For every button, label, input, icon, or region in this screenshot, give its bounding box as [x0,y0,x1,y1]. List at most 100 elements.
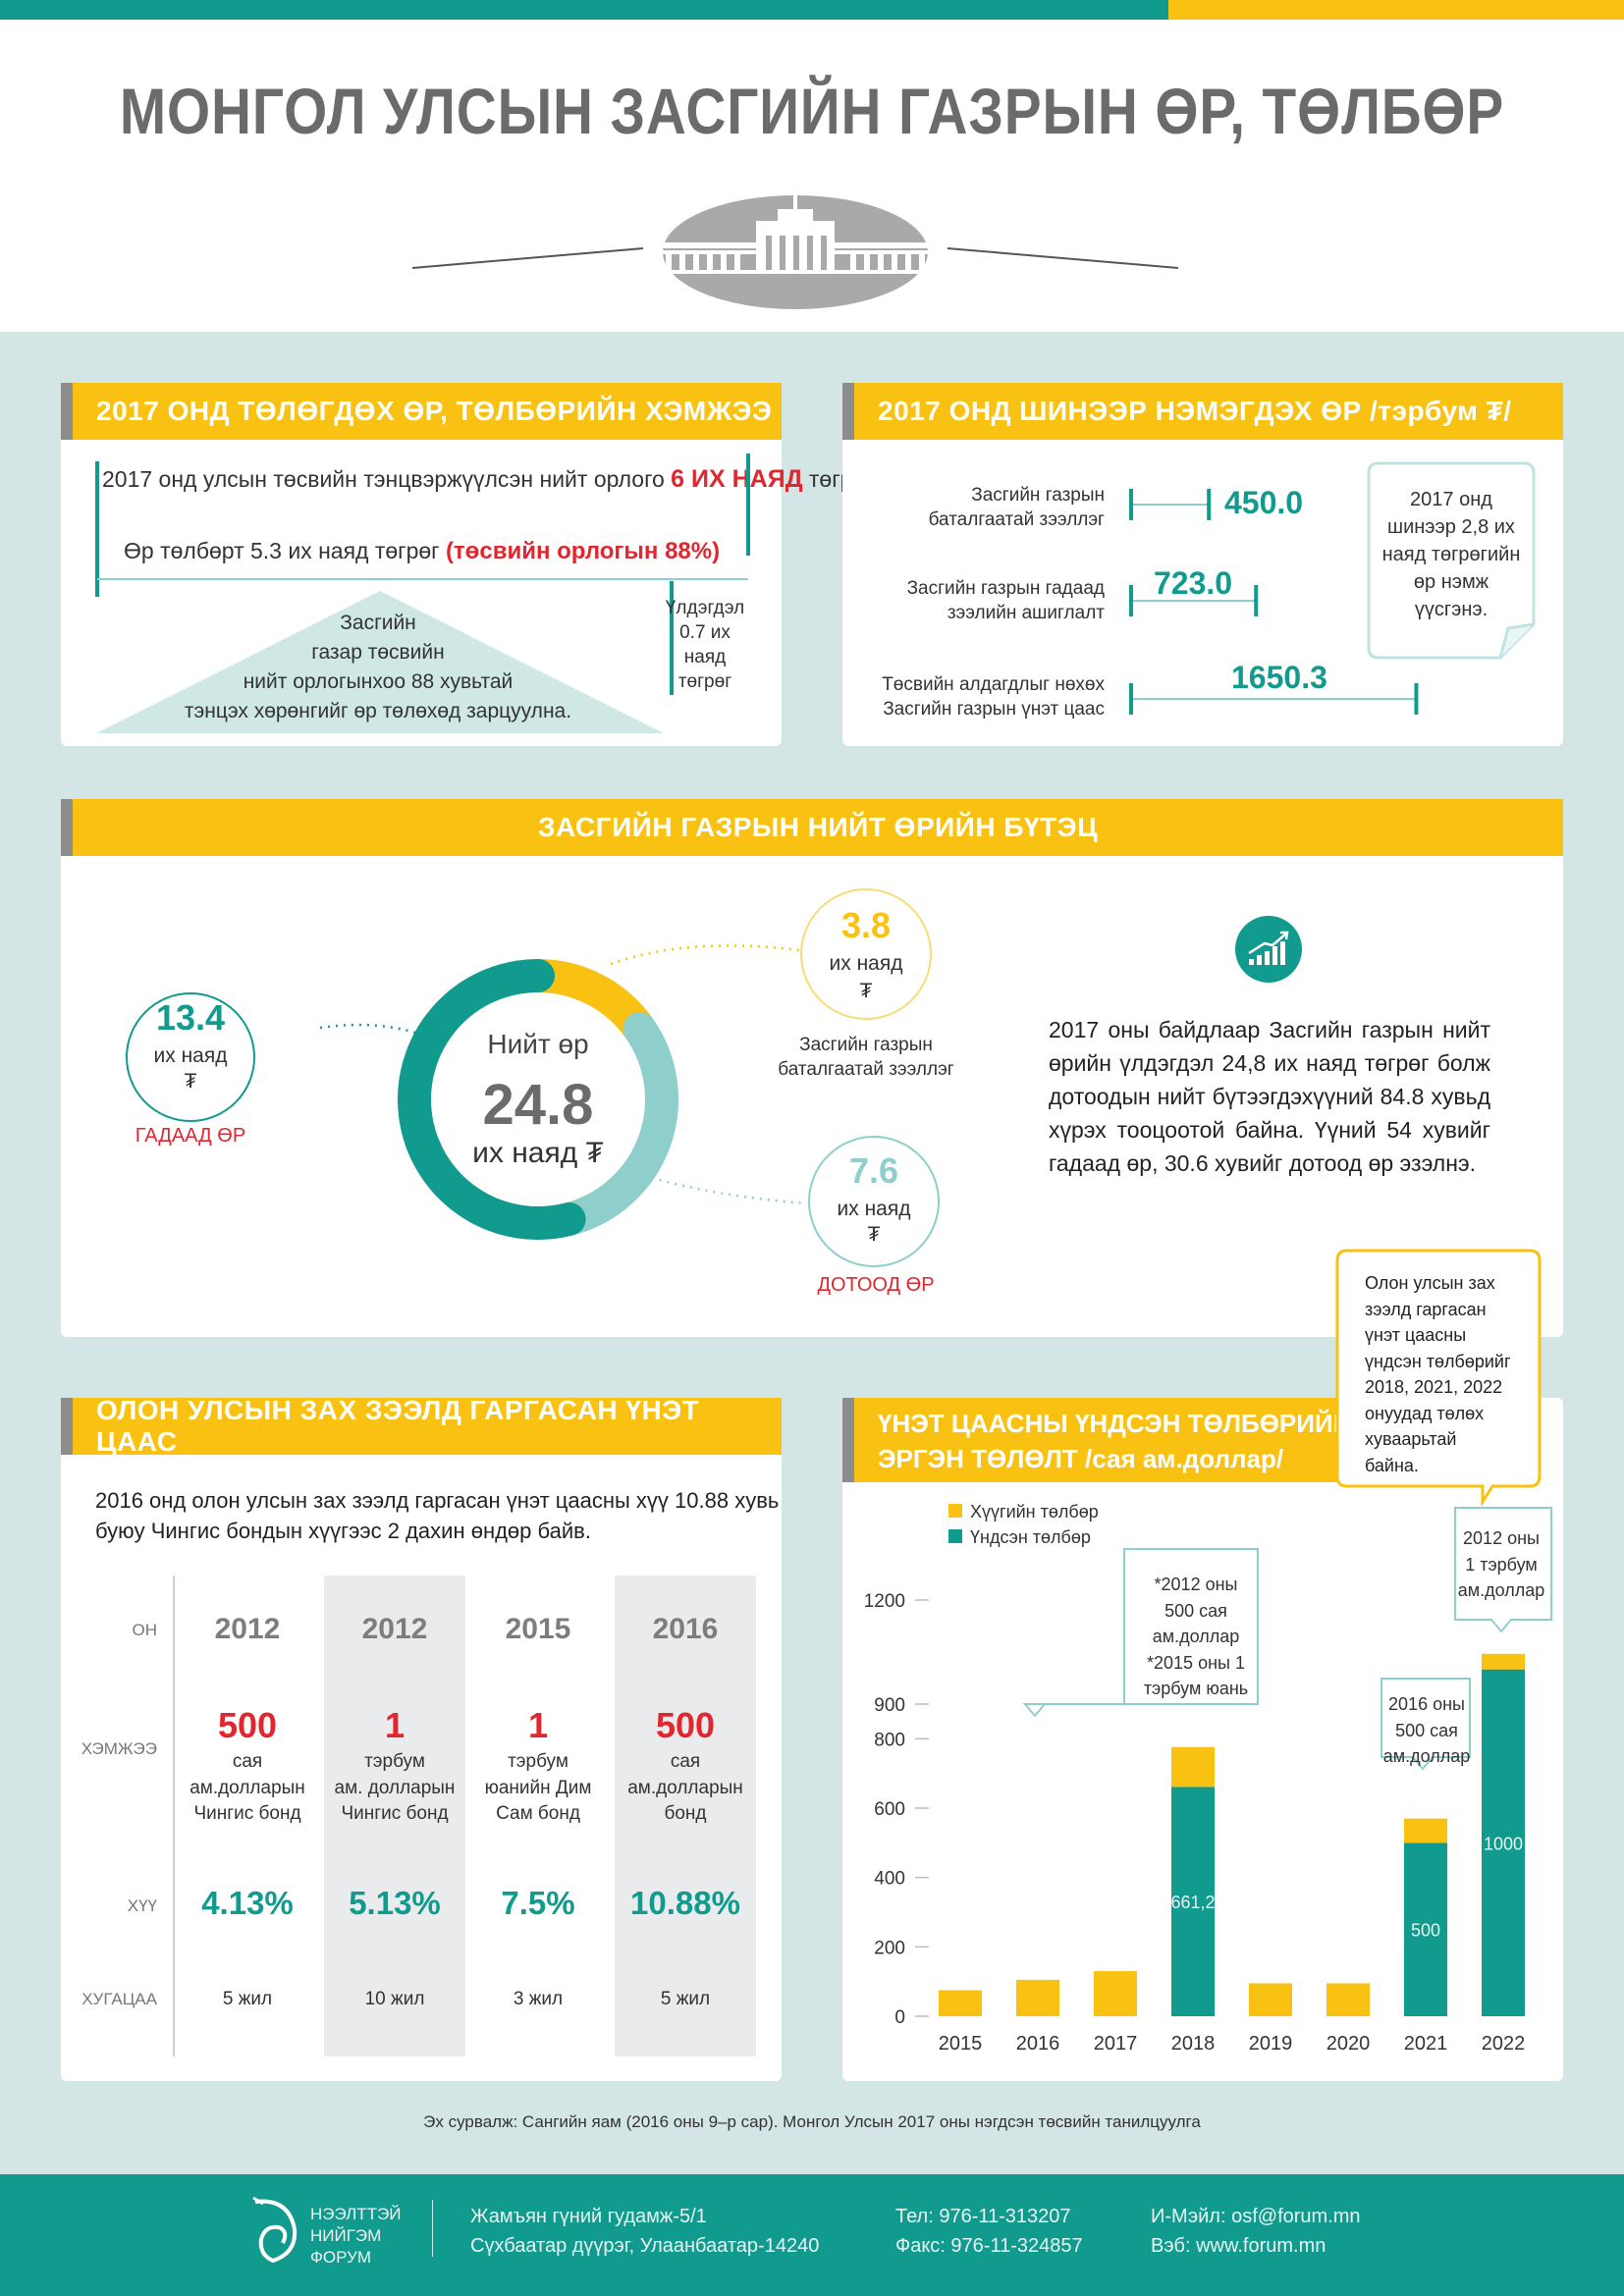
domestic-debt-label: ДОТООД ӨР [817,1274,935,1296]
bar-2016: 2016 [1016,1979,1060,2055]
domestic-debt-value: 7.6 [848,1150,899,1191]
donut-segment-domestic [552,1012,678,1236]
external-debt-value: 13.4 [155,997,226,1038]
bond-rate: 7.5% [501,1885,575,1921]
bar-interest [1016,1979,1059,2016]
footer: НЭЭЛТТЭЙ НИЙГЭМ ФОРУМ Жамъян гүний гудамж-… [0,2174,1624,2296]
footer-address: Жамъян гүний гудамж-5/1 Сүхбаатар дүүрэг,… [470,2206,820,2257]
row-label-amount: ХЭМЖЭЭ [81,1739,157,1758]
bar-2017: 2017 [1094,1971,1138,2055]
x-tick-label: 2020 [1326,2033,1371,2055]
legend-swatch [948,1504,962,1518]
row-label-term: ХУГАЦАА [81,1990,157,2008]
bond-amount: 500 [217,1705,278,1745]
government-building-icon [412,195,1178,309]
bar-principal [1404,1842,1447,2016]
bond-term: 5 жил [660,1989,711,2009]
y-tick-label: 1200 [864,1591,905,1612]
legend-label: Хүүгийн төлбөр [970,1502,1099,1522]
bar-callout [1454,1507,1552,1633]
donut-center-label: Нийт өр [487,1029,589,1059]
guaranteed-debt-currency: ₮ [859,980,873,1002]
x-tick-label: 2019 [1249,2033,1293,2055]
x-tick-label: 2016 [1016,2033,1060,2055]
callout-2018: *2012 оны 500 сая ам.доллар *2015 оны 1 тэрб… [1143,1575,1249,1698]
bond-term: 5 жил [222,1989,273,2009]
bar-value-label: 661,2 [1170,1893,1215,1912]
bond-description: сая ам.долларын Чингис бонд [189,1751,305,1824]
y-tick-label: 0 [894,2007,905,2028]
bar-interest [1094,1971,1137,2016]
y-tick: 200 [874,1938,929,1958]
repayment-bar-chart: 0 200 400 600 800 900 1200 Хүүгийн төлбөр Үндсэн… [864,1502,1552,2055]
bond-year: 2012 [214,1613,281,1645]
bar-value-label: 500 [1411,1921,1440,1941]
new-debt-bar [1129,585,1259,616]
bar-interest [1171,1746,1215,1788]
bar-2018: 2018 661,2 [1170,1746,1216,2055]
table-column-shade [324,1575,465,2056]
new-debt-bars [1129,489,1419,715]
bar-value-label: 1000 [1484,1834,1523,1853]
new-debt-value-external: 723.0 [1154,565,1233,601]
bond-description: сая ам.долларын бонд [627,1751,743,1824]
top-strip-yellow [1168,0,1624,20]
bar-interest [939,1990,982,2016]
x-tick-label: 2015 [939,2033,983,2055]
y-tick-label: 800 [874,1730,905,1750]
donut-center-unit: их наяд ₮ [472,1137,604,1169]
bar-principal [1171,1787,1215,2016]
card-heading: 2017 ОНД ШИНЭЭР НЭМЭГДЭХ ӨР /тэрбум ₮/ [842,383,1563,440]
bar-interest [1404,1818,1447,1843]
footer-logo-text: НЭЭЛТТЭЙ НИЙГЭМ ФОРУМ [310,2205,402,2267]
row-label-year: ОН [132,1621,158,1639]
table-divider [173,1575,175,2056]
bar-principal [1482,1669,1525,2016]
y-tick: 800 [874,1730,929,1750]
x-tick-label: 2017 [1094,2033,1138,2055]
forum-logo-icon [252,2196,298,2264]
domestic-debt-currency: ₮ [867,1223,881,1246]
y-tick-label: 600 [874,1799,905,1820]
new-debt-note: 2017 онд шинээр 2,8 их наяд төгрөгийн өр нэ… [1381,489,1521,620]
debt-structure-card: ЗАСГИЙН ГАЗРЫН НИЙТ ӨРИЙН БҮТЭЦ [61,799,1563,1337]
external-debt-label: ГАДААД ӨР [135,1125,246,1147]
new-debt-label-bonds: Төсвийн алдагдлыг нөхөх Засгийн газрын үн… [882,674,1105,720]
debt-structure-paragraph: 2017 оны байдлаар Засгийн газрын нийт өр… [1049,1017,1490,1176]
bar-interest [1249,1983,1292,2016]
callout-schedule-text: Олон улсын зах зээлд гаргасан үнэт цаасны ү… [1365,1273,1511,1475]
bond-amount: 500 [655,1705,716,1745]
callout-bubble [1335,1249,1542,1506]
x-tick-label: 2021 [1404,2033,1448,2055]
bar-2015: 2015 [939,1990,983,2055]
bond-rate: 5.13% [349,1885,441,1921]
donut-center-value: 24.8 [482,1073,594,1137]
card-heading: ОЛОН УЛСЫН ЗАХ ЗЭЭЛД ГАРГАСАН ҮНЭТ ЦААС [61,1395,782,1457]
growth-chart-icon [1235,916,1302,983]
bar-2020: 2020 [1326,1983,1371,2055]
y-tick: 1200 [864,1591,929,1612]
bond-term: 10 жил [364,1989,425,2009]
bond-term: 3 жил [513,1989,564,2009]
new-debt-value-guaranteed: 450.0 [1224,485,1304,520]
bond-year: 2012 [361,1613,428,1645]
bond-description: тэрбум ам. долларын Чингис бонд [334,1751,456,1824]
guaranteed-debt-unit: их наяд [829,952,903,975]
bond-rate: 4.13% [201,1885,294,1921]
bond-amount: 1 [384,1705,406,1745]
page-title: МОНГОЛ УЛСЫН ЗАСГИЙН ГАЗРЫН ӨР, ТӨЛБӨР [119,75,1505,147]
debt-donut-chart [126,888,940,1267]
table-column-shade [615,1575,756,2056]
bond-year: 2015 [505,1613,571,1645]
bar-callout [1380,1678,1471,1771]
chart-legend: Хүүгийн төлбөр Үндсэн төлбөр [948,1502,1099,1547]
new-debt-card: 2017 ОНД ШИНЭЭР НЭМЭГДЭХ ӨР /тэрбум ₮/ [842,383,1563,746]
donut-segment-external [398,959,586,1240]
bar-2021: 2021 500 [1404,1818,1448,2055]
y-tick-label: 900 [874,1695,905,1716]
domestic-debt-unit: их наяд [837,1198,911,1220]
new-debt-label-guaranteed: Засгийн газрын баталгаатай зээллэг [928,485,1105,530]
bar-interest [1326,1983,1370,2016]
remaining-text: Үлдэгдэл 0.7 их наяд төгрөг [665,598,745,692]
top-strip-teal [0,0,1168,20]
